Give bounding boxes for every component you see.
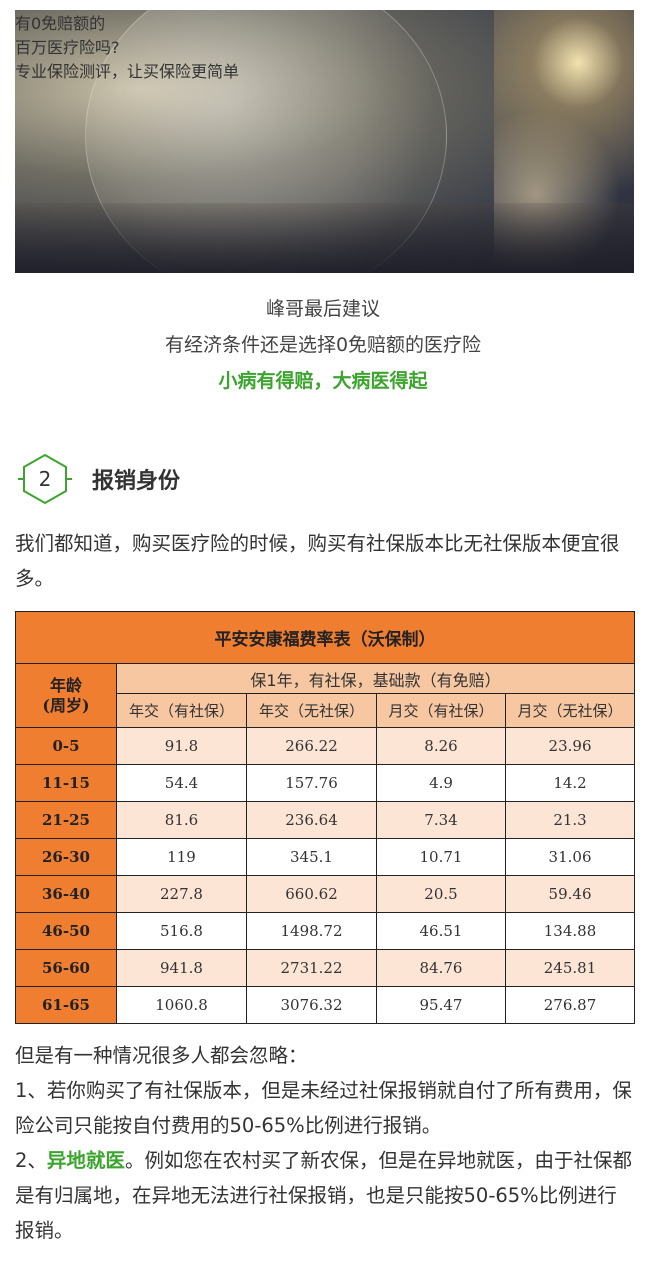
rate-cell: 95.47: [376, 986, 506, 1024]
group-header: 保1年，有社保，基础款（有免赔）: [115, 663, 636, 694]
rate-cell: 227.8: [116, 875, 247, 913]
ground-shadow: [15, 203, 634, 273]
age-cell: 26-30: [15, 838, 117, 876]
banner-tagline: 专业保险测评，让买保险更简单: [15, 62, 240, 81]
age-cell: 0-5: [15, 727, 117, 765]
item-2-text: 。例如您在农村买了新农保，但是在异地就医，由于社保都是有归属地，在异地无法进行社…: [15, 1149, 632, 1242]
column-header: 月交（无社保）: [504, 693, 636, 728]
section-number-badge: 2: [18, 453, 72, 505]
age-cell: 46-50: [15, 912, 117, 950]
table-row: 0-5 91.8 266.22 8.26 23.96: [15, 727, 636, 765]
rate-cell: 516.8: [116, 912, 247, 950]
rate-cell: 660.62: [246, 875, 377, 913]
rate-cell: 236.64: [246, 801, 377, 839]
rate-cell: 119: [116, 838, 247, 876]
age-header: 年龄 (周岁): [15, 663, 117, 728]
rate-cell: 4.9: [376, 764, 506, 802]
table-row: 36-40 227.8 660.62 20.5 59.46: [15, 875, 636, 913]
age-cell: 21-25: [15, 801, 117, 839]
section-title: 报销身份: [92, 469, 181, 494]
rate-cell: 14.2: [504, 764, 636, 802]
rate-cell: 276.87: [504, 986, 636, 1024]
rate-cell: 10.71: [376, 838, 506, 876]
rate-cell: 84.76: [376, 949, 506, 987]
age-cell: 56-60: [15, 949, 117, 987]
rate-cell: 20.5: [376, 875, 506, 913]
item-2-prefix: 2、: [15, 1149, 47, 1172]
table-row: 61-65 1060.8 3076.32 95.47 276.87: [15, 986, 636, 1024]
intro-paragraph: 我们都知道，购买医疗险的时候，购买有社保版本比无社保版本便宜很多。: [15, 532, 620, 590]
recommend-highlight: 小病有得赔，大病医得起: [218, 370, 428, 392]
rate-cell: 23.96: [504, 727, 636, 765]
rate-cell: 91.8: [116, 727, 247, 765]
rate-cell: 21.3: [504, 801, 636, 839]
body-text: 但是有一种情况很多人都会忽略： 1、若你购买了有社保版本，但是未经过社保报销就自…: [15, 1038, 635, 1248]
table-body: 0-5 91.8 266.22 8.26 23.96 11-15 54.4 157.76 4.9…: [15, 727, 636, 1024]
recommend-line-2: 有经济条件还是选择0免赔额的医疗险: [164, 334, 482, 356]
banner-title-line2: 百万医疗险吗?: [15, 38, 120, 57]
rate-cell: 7.34: [376, 801, 506, 839]
rate-cell: 345.1: [246, 838, 377, 876]
age-cell: 36-40: [15, 875, 117, 913]
banner-overlay: 有0免赔额的 百万医疗险吗? 专业保险测评，让买保险更简单: [15, 10, 634, 273]
column-header: 年交（无社保）: [246, 693, 377, 728]
table-caption: 平安安康福费率表（沃保制）: [14, 611, 636, 664]
table-row: 21-25 81.6 236.64 7.34 21.3: [15, 801, 636, 839]
table-row: 46-50 516.8 1498.72 46.51 134.88: [15, 912, 636, 950]
table-row: 11-15 54.4 157.76 4.9 14.2: [15, 764, 636, 802]
body-intro-line: 但是有一种情况很多人都会忽略：: [15, 1044, 308, 1067]
age-cell: 61-65: [15, 986, 117, 1024]
rate-cell: 2731.22: [246, 949, 377, 987]
rate-cell: 266.22: [246, 727, 377, 765]
rate-cell: 59.46: [504, 875, 636, 913]
item-2-highlight: 异地就医: [46, 1149, 125, 1172]
rate-cell: 1060.8: [116, 986, 247, 1024]
rate-cell: 245.81: [504, 949, 636, 987]
age-header-line2: (周岁): [42, 695, 90, 715]
rate-cell: 157.76: [246, 764, 377, 802]
rate-cell: 46.51: [376, 912, 506, 950]
banner-image: [15, 10, 634, 273]
banner-title-line1: 有0免赔额的: [15, 14, 106, 33]
rate-cell: 1498.72: [246, 912, 377, 950]
rate-cell: 134.88: [504, 912, 636, 950]
rate-table: 平安安康福费率表（沃保制） 年龄 (周岁) 保1年，有社保，基础款（有免赔） 年…: [14, 611, 636, 1024]
rate-cell: 81.6: [116, 801, 247, 839]
body-item-2: 2、异地就医。例如您在农村买了新农保，但是在异地就医，由于社保都是有归属地，在异…: [15, 1143, 635, 1248]
rate-cell: 8.26: [376, 727, 506, 765]
rate-cell: 941.8: [116, 949, 247, 987]
rate-cell: 31.06: [504, 838, 636, 876]
column-header: 月交（有社保）: [376, 693, 506, 728]
rate-cell: 3076.32: [246, 986, 377, 1024]
recommend-line-1: 峰哥最后建议: [265, 298, 380, 320]
rate-cell: 54.4: [116, 764, 247, 802]
table-row: 56-60 941.8 2731.22 84.76 245.81: [15, 949, 636, 987]
column-header: 年交（有社保）: [116, 693, 247, 728]
table-row: 26-30 119 345.1 10.71 31.06: [15, 838, 636, 876]
age-cell: 11-15: [15, 764, 117, 802]
body-item-1: 1、若你购买了有社保版本，但是未经过社保报销就自付了所有费用，保险公司只能按自付…: [15, 1079, 632, 1137]
section-number: 2: [39, 467, 52, 491]
age-header-line1: 年龄: [49, 675, 82, 695]
